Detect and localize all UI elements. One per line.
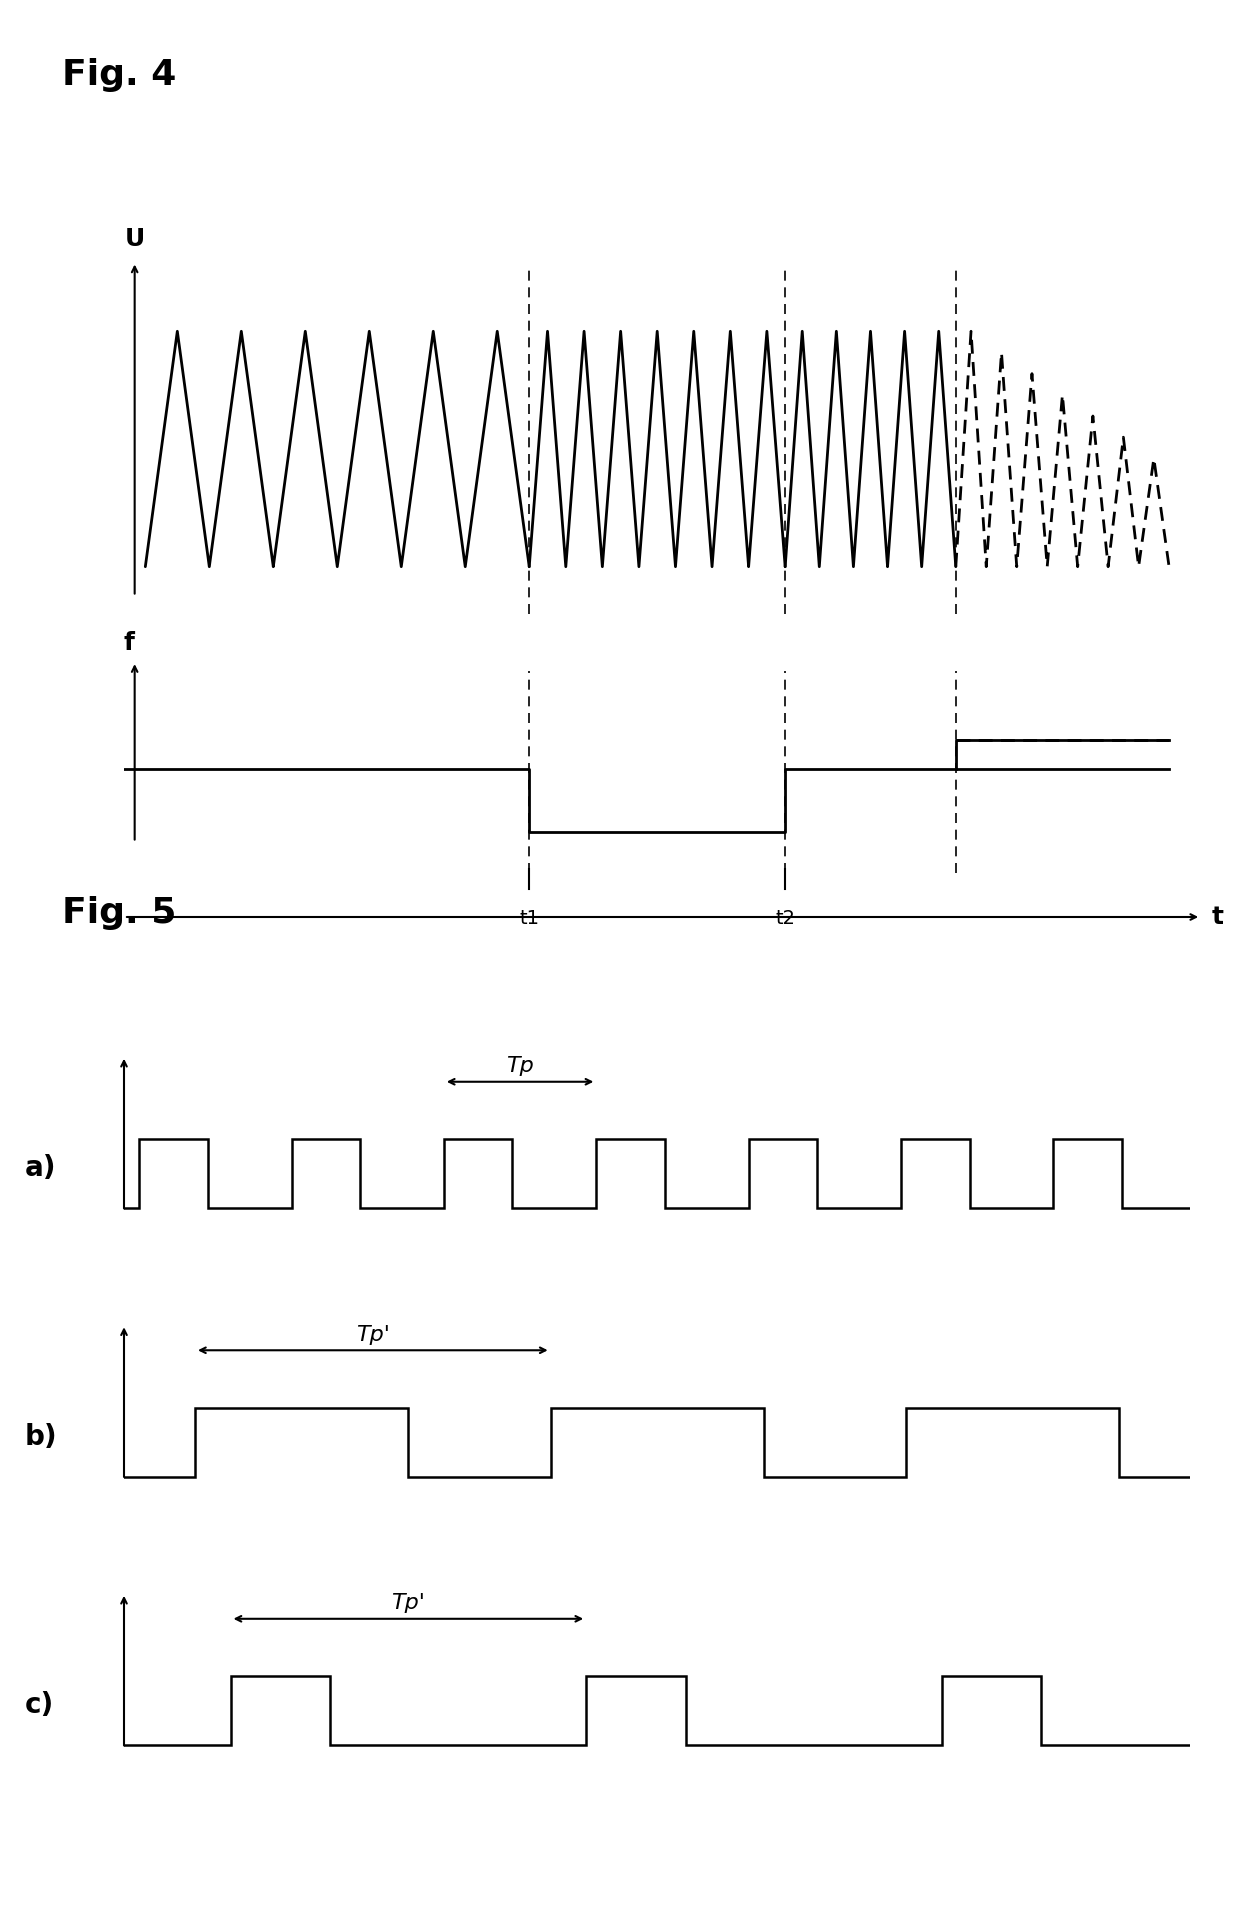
Text: Tp': Tp' (392, 1594, 425, 1613)
Text: Tp: Tp (506, 1057, 534, 1076)
Text: U: U (124, 226, 145, 251)
Text: c): c) (25, 1692, 55, 1719)
Text: t: t (1211, 905, 1224, 928)
Text: t1: t1 (520, 909, 539, 928)
Text: t2: t2 (775, 909, 795, 928)
Text: a): a) (25, 1155, 56, 1181)
Text: Tp': Tp' (356, 1325, 389, 1345)
Text: b): b) (25, 1423, 57, 1450)
Text: f: f (124, 631, 135, 656)
Text: Fig. 4: Fig. 4 (62, 58, 176, 92)
Text: Fig. 5: Fig. 5 (62, 896, 176, 930)
